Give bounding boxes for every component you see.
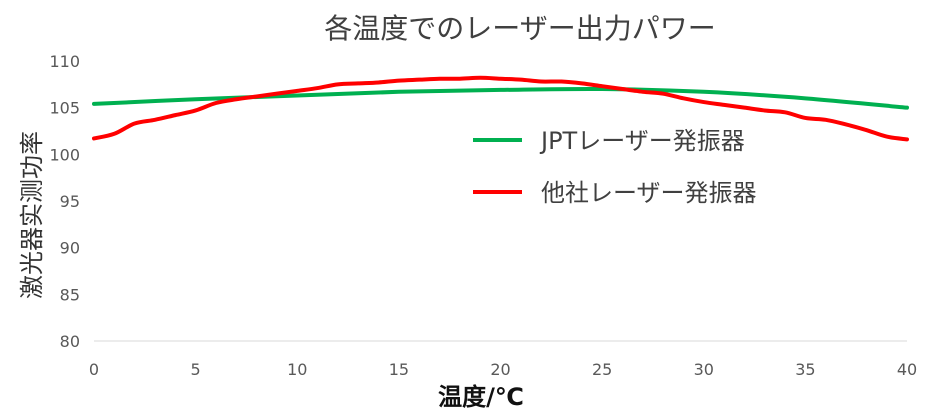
y-tick-label: 110 [49, 52, 80, 71]
y-tick-label: 90 [60, 239, 80, 258]
y-tick-label: 95 [60, 192, 80, 211]
x-tick-label: 35 [795, 360, 815, 379]
x-tick-label: 5 [191, 360, 201, 379]
legend-label-1: JPTレーザー発振器 [539, 127, 745, 155]
x-tick-label: 25 [592, 360, 612, 379]
x-tick-label: 40 [897, 360, 917, 379]
x-tick-label: 15 [389, 360, 409, 379]
series-line-2 [92, 75, 909, 142]
chart-title: 各温度でのレーザー出力パワー [324, 12, 715, 45]
legend-label-2: 他社レーザー発振器 [541, 179, 757, 207]
y-tick-label: 100 [49, 145, 80, 164]
y-tick-label: 80 [60, 332, 80, 351]
x-axis-label: 温度/℃ [438, 383, 524, 411]
x-axis-ticks: 0 5 10 15 20 25 30 35 40 [89, 360, 917, 379]
x-tick-label: 10 [287, 360, 307, 379]
x-tick-label: 20 [490, 360, 510, 379]
series-layer [92, 75, 909, 142]
y-tick-label: 105 [49, 99, 80, 118]
y-axis-label: 激光器实测功率 [18, 131, 46, 299]
y-axis-ticks: 80 85 90 95 100 105 110 [49, 52, 80, 351]
x-tick-label: 30 [694, 360, 714, 379]
y-tick-label: 85 [60, 285, 80, 304]
series-line-1 [92, 86, 909, 110]
x-tick-label: 0 [89, 360, 99, 379]
